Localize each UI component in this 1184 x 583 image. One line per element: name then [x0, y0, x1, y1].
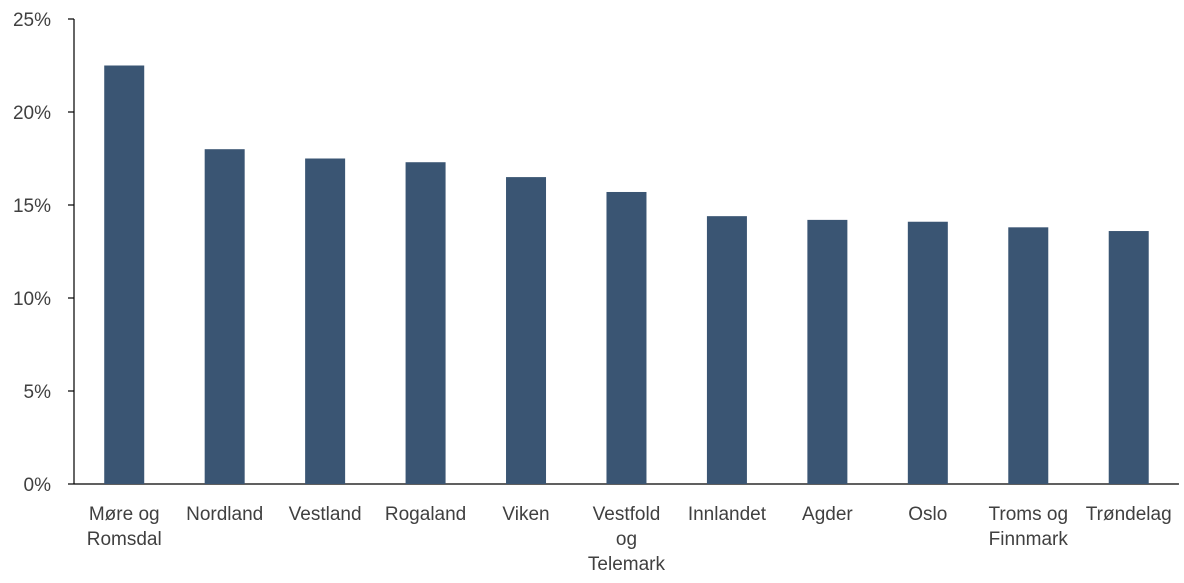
- y-tick-label: 20%: [13, 103, 51, 124]
- x-axis-labels: Møre og Romsdal Nordland Vestland Rogaland Vi…: [87, 504, 1172, 575]
- x-tick-label: Vestland: [289, 504, 362, 525]
- bar: [807, 219, 848, 484]
- y-tick-label: 5%: [24, 382, 52, 403]
- bar: [405, 162, 446, 484]
- bar: [204, 149, 245, 484]
- x-tick-label: Agder: [802, 504, 853, 525]
- y-tick-label: 0%: [24, 475, 52, 496]
- x-tick-label: Vestfold og Telemark: [588, 504, 666, 575]
- x-tick-label: Troms og Finnmark: [989, 504, 1069, 550]
- bar: [606, 191, 647, 485]
- x-tick-label: Trøndelag: [1086, 504, 1172, 525]
- bar: [104, 65, 145, 484]
- y-tick-label: 10%: [13, 289, 51, 310]
- bar: [1008, 227, 1049, 484]
- x-tick-label: Innlandet: [688, 504, 767, 525]
- bar: [907, 221, 948, 485]
- bar: [1108, 231, 1149, 484]
- y-axis: 0% 5% 10% 15% 20% 25%: [13, 10, 1179, 496]
- x-tick-label: Rogaland: [385, 504, 466, 525]
- bars: [104, 65, 1149, 485]
- y-tick-label: 15%: [13, 196, 51, 217]
- x-tick-label: Viken: [502, 504, 549, 525]
- x-tick-label: Nordland: [186, 504, 263, 525]
- x-tick-label: Møre og Romsdal: [87, 504, 162, 550]
- bar: [305, 158, 346, 484]
- y-tick-label: 25%: [13, 10, 51, 31]
- x-tick-label: Oslo: [908, 504, 947, 525]
- bar: [706, 216, 747, 484]
- bar: [506, 177, 547, 484]
